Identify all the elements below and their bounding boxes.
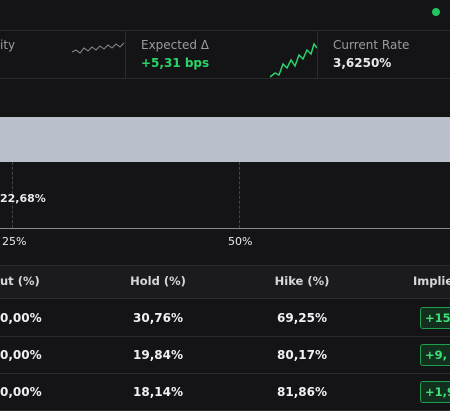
cell: 81,86% <box>277 385 327 399</box>
bar <box>0 117 450 162</box>
card-value: 3,6250% <box>333 56 392 70</box>
divider <box>0 373 450 374</box>
status-dot <box>432 8 440 16</box>
card-label: ity <box>0 38 16 52</box>
cell: 19,84% <box>133 348 183 362</box>
badge: +15, <box>420 307 450 329</box>
card-label: Current Rate <box>333 38 410 52</box>
gridline <box>239 162 240 228</box>
sparkline <box>72 42 124 54</box>
cell: 30,76% <box>133 311 183 325</box>
column-header: ut (%) <box>0 274 40 288</box>
divider <box>0 78 450 79</box>
cell: 0,00% <box>0 311 42 325</box>
axis-label: 25% <box>2 235 27 248</box>
divider <box>0 30 450 31</box>
axis-label: 50% <box>228 235 253 248</box>
cell: 80,17% <box>277 348 327 362</box>
cell: 0,00% <box>0 348 42 362</box>
column-header: Hike (%) <box>274 274 330 288</box>
sparkline <box>270 42 317 78</box>
column-header: Hold (%) <box>130 274 186 288</box>
card-label: Expected Δ <box>141 38 210 52</box>
divider <box>317 30 318 78</box>
gridline <box>12 162 13 228</box>
divider <box>0 336 450 337</box>
column-header: Implie <box>413 274 450 288</box>
badge: +1,9 <box>420 381 450 403</box>
cell: 0,00% <box>0 385 42 399</box>
card-value: +5,31 bps <box>141 56 210 70</box>
axis-line <box>0 228 450 229</box>
cell: 18,14% <box>133 385 183 399</box>
table-header <box>0 265 450 299</box>
divider <box>125 30 126 78</box>
bar-label: 22,68% <box>0 192 46 205</box>
cell: 69,25% <box>277 311 327 325</box>
badge: +9, <box>420 344 450 366</box>
